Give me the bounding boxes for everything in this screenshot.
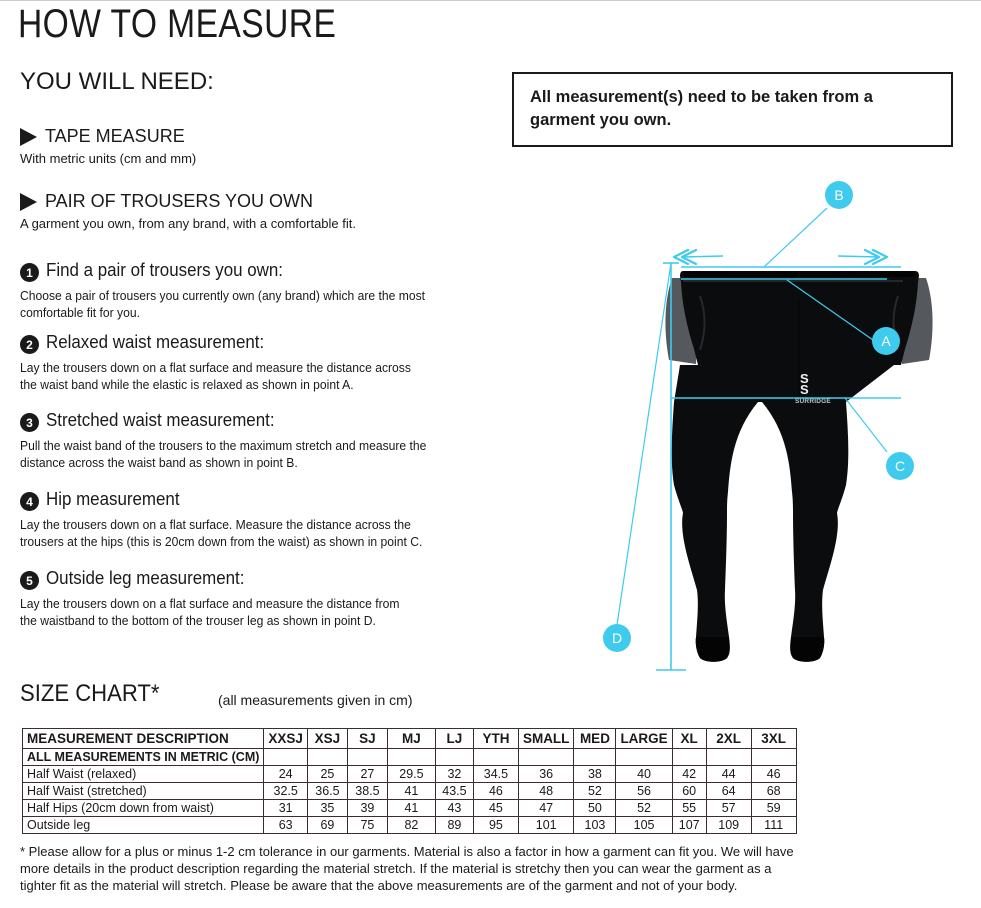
svg-text:C: C (895, 458, 905, 474)
svg-text:A: A (881, 333, 891, 349)
svg-text:SURRIDGE: SURRIDGE (795, 398, 831, 405)
svg-text:D: D (612, 630, 622, 646)
svg-text:B: B (834, 187, 843, 203)
svg-text:S: S (800, 382, 809, 397)
